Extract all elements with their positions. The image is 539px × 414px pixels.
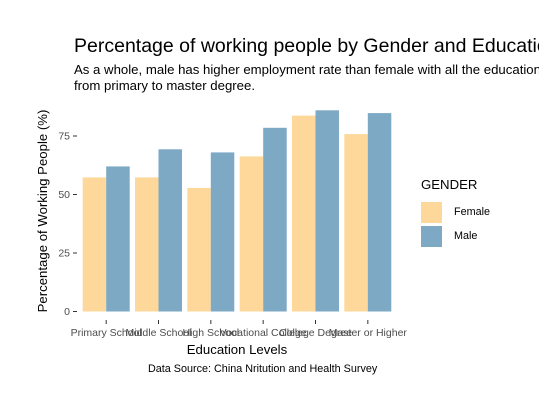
x-axis-label: Education Levels: [187, 342, 288, 357]
legend-label-female: Female: [454, 206, 491, 218]
chart-subtitle-line-1: As a whole, male has higher employment r…: [74, 62, 539, 77]
x-tick-label-3: Vocational College: [220, 327, 307, 339]
bar-female-2: [187, 187, 211, 312]
data-source-caption: Data Source: China Nritution and Health …: [148, 363, 378, 375]
bar-female-5: [344, 134, 368, 312]
x-tick-label-0: Primary School: [71, 327, 142, 339]
x-tick-label-2: High School: [183, 327, 240, 339]
legend-label-male: Male: [454, 230, 478, 242]
chart-subtitle: As a whole, male has higher employment r…: [74, 62, 539, 94]
bar-male-2: [210, 152, 235, 312]
y-tick-label-75: 75: [58, 131, 70, 143]
legend-key-male: [421, 225, 442, 247]
legend-item-female: Female: [421, 200, 490, 224]
y-tick-label-25: 25: [58, 248, 70, 260]
legend: GENDER Female Male: [421, 177, 490, 248]
legend-title: GENDER: [421, 177, 478, 192]
y-tick-label-50: 50: [58, 189, 70, 201]
chart-subtitle-line-2: from primary to master degree.: [74, 78, 256, 93]
y-tick-label-0: 0: [64, 306, 70, 318]
x-tick-label-5: Master or Higher: [329, 327, 408, 339]
bar-male-3: [263, 127, 287, 312]
legend-key-female: [421, 201, 442, 223]
x-tick-label-1: Middle School: [126, 327, 192, 339]
bar-male-0: [106, 166, 130, 312]
bar-male-1: [158, 149, 182, 312]
bar-female-4: [292, 115, 316, 312]
chart-title: Percentage of working people by Gender a…: [74, 35, 539, 57]
legend-item-male: Male: [421, 224, 490, 248]
bar-female-1: [135, 177, 159, 312]
bar-female-0: [82, 177, 107, 312]
bar-male-5: [367, 113, 392, 312]
bar-male-4: [315, 110, 339, 312]
y-axis-label: Percentage of Working People (%): [35, 110, 50, 313]
x-tick-label-4: College Degree: [279, 327, 352, 339]
bar-female-3: [239, 156, 264, 312]
